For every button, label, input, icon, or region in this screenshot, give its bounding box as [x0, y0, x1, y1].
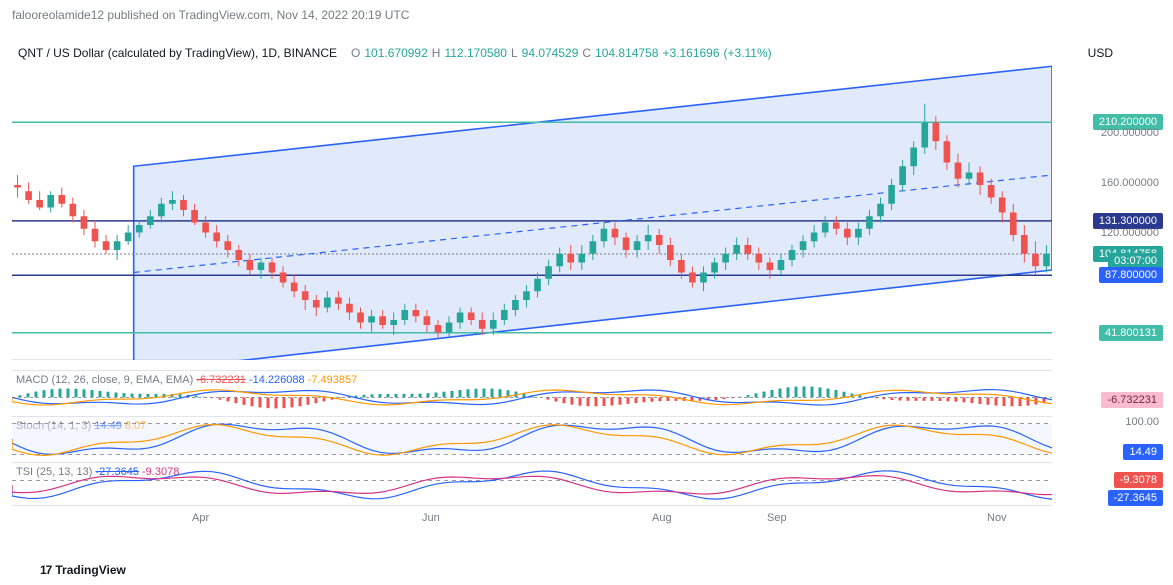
publish-date: Nov 14, 2022 20:19 UTC — [277, 8, 410, 22]
indicator-value-box: -27.3645 — [1108, 490, 1163, 506]
tsi-panel[interactable]: TSI (25, 13, 13) -27.3645 -9.3078 — [12, 462, 1052, 506]
h-label: H — [432, 46, 441, 60]
indicator-value-box: -6.732231 — [1101, 392, 1163, 408]
l-label: L — [511, 46, 518, 60]
price-tick: 120.000000 — [1101, 227, 1159, 239]
time-tick: Aug — [652, 512, 672, 524]
o-label: O — [351, 46, 360, 60]
price-chart[interactable] — [12, 60, 1052, 360]
platform-text: published on TradingView.com, — [107, 8, 273, 22]
stoch-canvas — [12, 417, 1052, 461]
indicator-value-box: -9.3078 — [1114, 472, 1163, 488]
macd-panel[interactable]: MACD (12, 26, close, 9, EMA, EMA) -6.732… — [12, 370, 1052, 414]
h-val: 112.170580 — [444, 46, 507, 60]
tv-mark: 17 — [40, 563, 51, 577]
o-val: 101.670992 — [364, 46, 427, 60]
time-tick: Jun — [422, 512, 440, 524]
publisher: falooreolamide12 — [12, 8, 104, 22]
currency-label: USD — [1088, 46, 1113, 60]
chg-pct: (+3.11%) — [724, 46, 772, 60]
c-label: C — [582, 46, 591, 60]
stoch-panel[interactable]: Stoch (14, 1, 3) 14.49 8.07 — [12, 416, 1052, 460]
l-val: 94.074529 — [522, 46, 579, 60]
chart-canvas — [12, 60, 1052, 360]
time-tick: Apr — [192, 512, 209, 524]
time-tick: Sep — [767, 512, 787, 524]
tradingview-logo[interactable]: 17 TradingView — [40, 563, 126, 577]
price-tick: 200.000000 — [1101, 127, 1159, 139]
symbol-pair[interactable]: QNT / US Dollar (calculated by TradingVi… — [18, 46, 337, 60]
c-val: 104.814758 — [595, 46, 658, 60]
price-tick: 160.000000 — [1101, 177, 1159, 189]
symbol-info: QNT / US Dollar (calculated by TradingVi… — [18, 46, 772, 60]
indicator-value-box: 14.49 — [1123, 444, 1163, 460]
time-tick: Nov — [987, 512, 1007, 524]
price-label-box: 87.800000 — [1099, 267, 1163, 283]
price-label-box: 41.800131 — [1099, 325, 1163, 341]
macd-canvas — [12, 371, 1052, 415]
tsi-canvas — [12, 463, 1052, 507]
indicator-tick: 100.00 — [1125, 416, 1159, 428]
publish-header: falooreolamide12 published on TradingVie… — [12, 8, 409, 22]
chg-val: +3.161696 — [662, 46, 719, 60]
tv-name: TradingView — [55, 563, 125, 577]
time-axis: Apr Jun Aug Sep Nov — [12, 512, 1052, 530]
